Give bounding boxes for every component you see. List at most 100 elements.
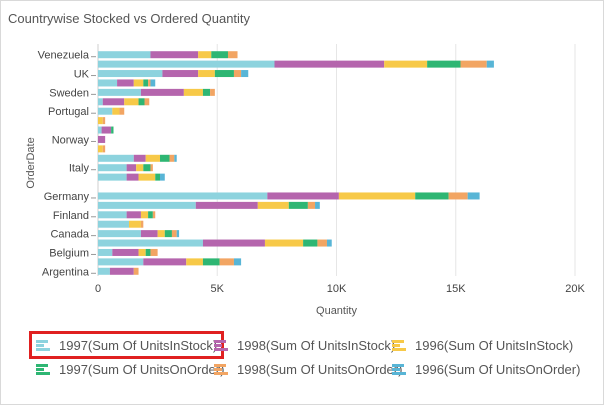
bar-segment xyxy=(145,248,151,256)
bar-segment xyxy=(157,230,165,238)
bar-segment xyxy=(136,164,144,172)
bar-segment xyxy=(102,145,106,153)
bar-segment xyxy=(98,267,110,275)
bar-segment xyxy=(98,258,144,266)
legend-swatch-icon xyxy=(36,363,52,375)
bar-segment xyxy=(198,70,215,78)
bar-segment xyxy=(198,51,212,59)
bar-segment xyxy=(415,192,449,200)
bar-segment xyxy=(102,117,106,125)
legend-label: 1996(Sum Of UnitsOnOrder) xyxy=(415,361,581,377)
bar-segment xyxy=(303,239,318,247)
bar-segment xyxy=(129,220,141,228)
bar-segment xyxy=(138,248,146,256)
legend-item[interactable]: 1998(Sum Of UnitsInStock) xyxy=(214,334,395,356)
bar-segment xyxy=(210,88,215,96)
y-axis-title: OrderDate xyxy=(25,137,37,188)
legend-label: 1997(Sum Of UnitsInStock) xyxy=(59,337,218,353)
bar-segment xyxy=(338,192,416,200)
bar-segment xyxy=(98,117,103,125)
chart-title: Countrywise Stocked vs Ordered Quantity xyxy=(8,11,251,26)
bar-segment xyxy=(98,98,103,106)
bar-segment xyxy=(111,126,114,134)
y-tick-label: Belgium xyxy=(49,247,89,259)
bar-segment xyxy=(183,88,203,96)
chart-legend: 1997(Sum Of UnitsInStock) 1998(Sum Of Uni… xyxy=(28,329,596,389)
bar-segment xyxy=(150,51,199,59)
bar-segment xyxy=(267,192,339,200)
bar-segment xyxy=(98,135,106,143)
bar-segment xyxy=(150,248,158,256)
bar-segment xyxy=(143,164,151,172)
bar-segment xyxy=(140,230,158,238)
x-tick-label: 5K xyxy=(211,283,225,295)
bar-segment xyxy=(152,211,156,219)
bar-segment xyxy=(126,164,137,172)
bar-segment xyxy=(264,239,304,247)
bar-segment xyxy=(162,70,199,78)
bar-segment xyxy=(148,211,153,219)
bar-segment xyxy=(155,173,161,181)
bar-segment xyxy=(241,70,249,78)
bar-segment xyxy=(98,70,163,78)
bar-segment xyxy=(140,211,149,219)
bar-segment xyxy=(233,70,242,78)
y-tick-label: Sweden xyxy=(49,87,89,99)
y-tick-label: Italy xyxy=(69,163,90,175)
bar-segment xyxy=(169,154,175,162)
bar-segment xyxy=(98,145,103,153)
bar-segment xyxy=(98,60,275,68)
bar-segment xyxy=(317,239,327,247)
bar-segment xyxy=(202,88,211,96)
bar-segment xyxy=(307,201,316,209)
bar-segment xyxy=(98,79,118,87)
bar-segment xyxy=(98,211,127,219)
bar-segment xyxy=(486,60,494,68)
bar-segment xyxy=(98,192,268,200)
bar-segment xyxy=(460,60,487,68)
bar-segment xyxy=(145,154,161,162)
bar-segment xyxy=(257,201,289,209)
bar-segment xyxy=(140,88,184,96)
bar-segment xyxy=(164,230,172,238)
bar-segment xyxy=(98,239,203,247)
bar-segment xyxy=(427,60,461,68)
bar-segment xyxy=(126,211,141,219)
bar-segment xyxy=(148,79,151,87)
y-tick-label: UK xyxy=(74,69,90,81)
legend-item[interactable]: 1997(Sum Of UnitsInStock) xyxy=(28,331,225,359)
bar-segment xyxy=(143,258,187,266)
legend-item[interactable]: 1996(Sum Of UnitsInStock) xyxy=(392,334,573,356)
bar-segment xyxy=(171,230,177,238)
bar-segment xyxy=(98,154,134,162)
x-tick-label: 0 xyxy=(95,283,101,295)
bar-segment xyxy=(195,201,258,209)
bar-segment xyxy=(117,79,134,87)
legend-label: 1998(Sum Of UnitsOnOrder) xyxy=(237,361,403,377)
bar-segment xyxy=(98,248,113,256)
bar-segment xyxy=(219,258,234,266)
bar-segment xyxy=(119,107,125,115)
bar-segment xyxy=(98,220,130,228)
legend-item[interactable]: 1998(Sum Of UnitsOnOrder) xyxy=(214,358,402,380)
x-tick-label: 20K xyxy=(565,283,585,295)
legend-swatch-icon xyxy=(392,339,408,351)
bar-segment xyxy=(174,154,177,162)
y-tick-label: Norway xyxy=(52,134,90,146)
bar-segment xyxy=(288,201,308,209)
bar-segment xyxy=(211,51,228,59)
legend-swatch-icon xyxy=(214,339,230,351)
legend-item[interactable]: 1997(Sum Of UnitsOnOrder) xyxy=(36,358,224,380)
bar-segment xyxy=(140,220,144,228)
legend-label: 1996(Sum Of UnitsInStock) xyxy=(415,337,574,353)
bar-segment xyxy=(98,107,113,115)
legend-label: 1997(Sum Of UnitsOnOrder) xyxy=(59,361,225,377)
y-tick-label: Argentina xyxy=(42,266,90,278)
bar-segment xyxy=(176,230,180,238)
bar-segment xyxy=(133,267,139,275)
legend-item[interactable]: 1996(Sum Of UnitsOnOrder) xyxy=(392,358,580,380)
bar-segment xyxy=(467,192,480,200)
bar-segment xyxy=(233,258,242,266)
bar-segment xyxy=(143,79,149,87)
bar-segment xyxy=(124,98,139,106)
